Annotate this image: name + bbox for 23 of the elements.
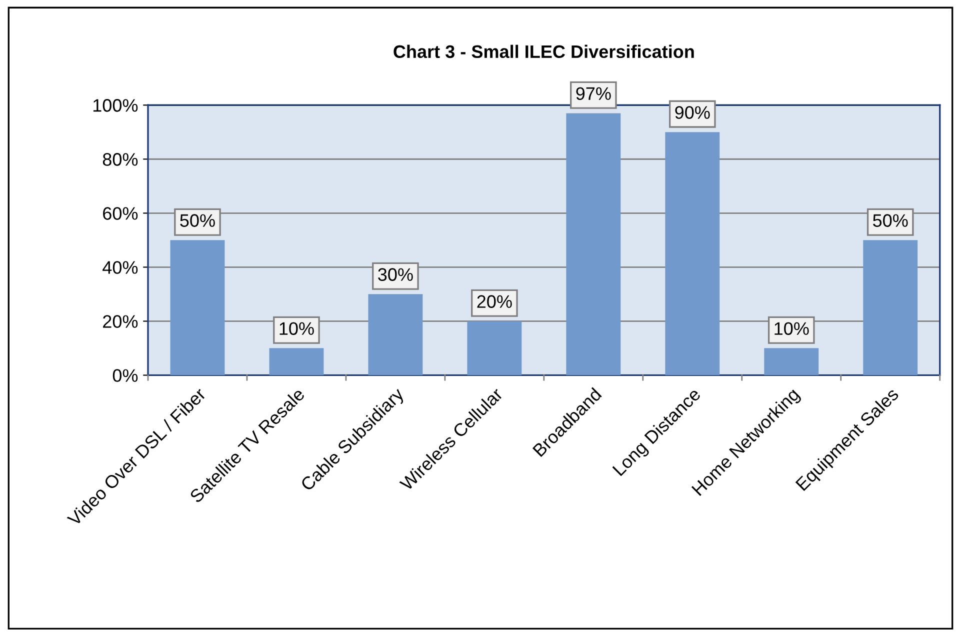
bar xyxy=(665,132,720,376)
bar xyxy=(863,240,918,376)
data-label: 50% xyxy=(873,214,908,227)
bar xyxy=(269,348,324,376)
y-tick-label: 0% xyxy=(112,369,138,382)
y-tick-label: 20% xyxy=(103,315,138,328)
data-label: 10% xyxy=(774,322,809,335)
data-label: 10% xyxy=(280,322,314,335)
bar xyxy=(764,348,819,376)
data-label: 90% xyxy=(675,106,710,119)
y-tick-label: 100% xyxy=(93,99,138,112)
bar xyxy=(368,294,423,376)
data-label: 97% xyxy=(576,87,611,100)
y-tick-label: 60% xyxy=(103,207,138,220)
chart-title: Chart 3 - Small ILEC Diversification xyxy=(394,44,694,58)
data-label: 30% xyxy=(378,268,413,281)
data-label: 20% xyxy=(477,295,512,308)
y-tick-label: 80% xyxy=(102,153,138,166)
bar xyxy=(170,240,225,376)
bar xyxy=(467,321,522,376)
y-tick-label: 40% xyxy=(102,261,138,274)
bar xyxy=(566,113,621,376)
data-label: 50% xyxy=(180,214,215,227)
